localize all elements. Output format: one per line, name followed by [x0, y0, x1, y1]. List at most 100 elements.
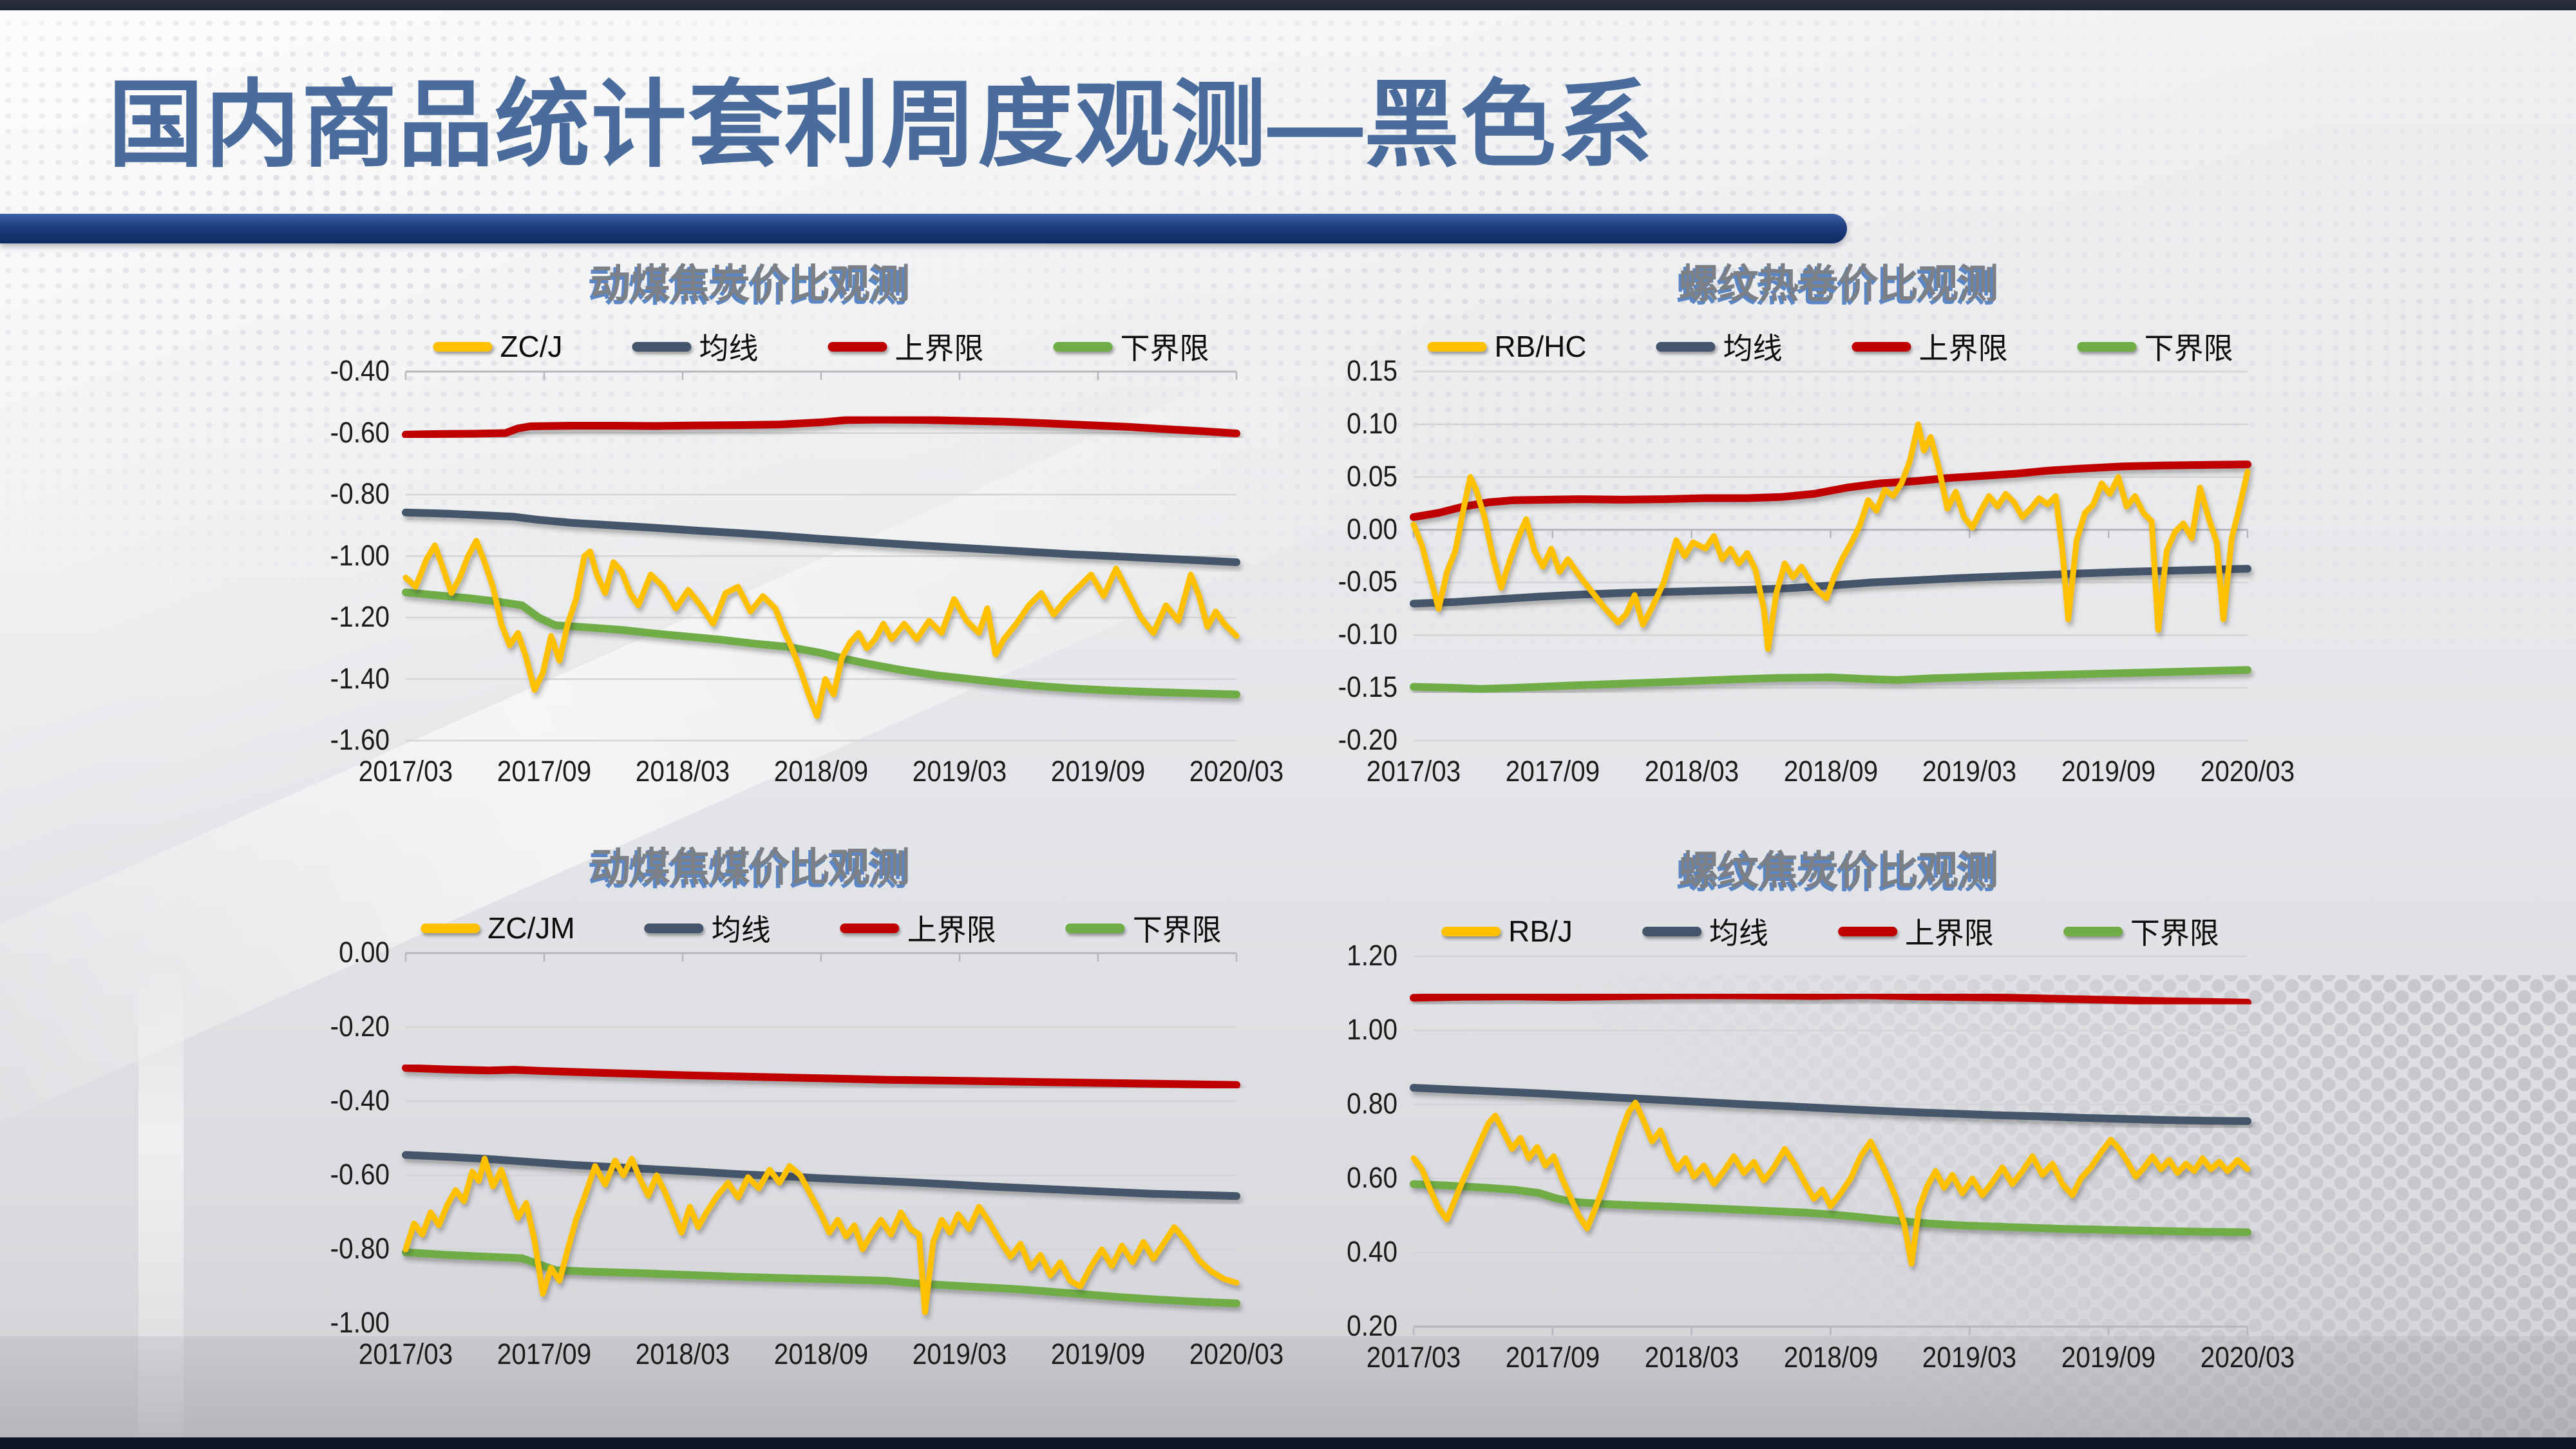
x-tick-label: 2017/03	[358, 755, 453, 788]
y-tick-label: -0.15	[1338, 670, 1397, 704]
x-tick-label: 2019/03	[912, 1338, 1007, 1370]
legend-label: RB/J	[1508, 914, 1573, 948]
legend-item: RB/J	[1441, 914, 1573, 949]
legend-item: 上界限	[1837, 910, 1994, 952]
legend-swatch-upper	[840, 923, 900, 933]
series-line-lower	[1410, 666, 2251, 693]
legend-swatch-series	[433, 341, 493, 352]
series-line-series	[402, 538, 1240, 719]
legend-label: ZC/J	[500, 330, 563, 363]
x-tick-label: 2019/03	[1922, 1341, 2017, 1374]
legend-swatch-series	[421, 923, 480, 933]
chart-title: 螺纹焦炭价比观测	[1678, 849, 1999, 893]
legend-label: 上界限	[907, 913, 996, 947]
x-tick-label: 2019/09	[1050, 755, 1146, 788]
y-tick-label: 0.80	[1347, 1087, 1397, 1120]
series-line-lower	[402, 588, 1240, 699]
y-tick-label: -1.00	[330, 538, 390, 572]
legend-item: 下界限	[2063, 910, 2219, 952]
legend-swatch-mean	[632, 341, 692, 352]
series-line-series	[1410, 1099, 2251, 1267]
y-tick-label: 0.40	[1347, 1235, 1397, 1268]
legend-swatch-series	[1427, 341, 1487, 352]
bottom-accent-bar	[0, 1437, 2576, 1449]
legend-item: 均线	[632, 325, 759, 368]
legend-item: 均线	[1642, 910, 1768, 952]
chart-plot-area: -0.40 -0.60 -0.80 -1.00 -1.20 -1.40 -1.60 2017/…	[330, 354, 1284, 788]
y-tick-label: -1.40	[330, 661, 390, 695]
plot-svg	[402, 370, 1240, 742]
legend-item: ZC/JM	[421, 911, 575, 945]
legend-label: 均线	[1723, 332, 1783, 365]
y-tick-label: 0.00	[339, 936, 390, 969]
y-tick-label: 1.00	[1347, 1013, 1397, 1046]
plot-svg	[1410, 955, 2251, 1335]
x-tick-label: 2017/09	[497, 755, 592, 788]
legend-swatch-lower	[1053, 341, 1113, 352]
legend-label: 下界限	[2144, 332, 2233, 365]
x-tick-label: 2018/03	[635, 755, 730, 788]
legend-label: 下界限	[2130, 916, 2219, 950]
legend-item: 下界限	[1065, 907, 1222, 949]
legend-swatch-upper	[828, 341, 887, 352]
y-tick-label: 0.15	[1347, 354, 1397, 387]
x-tick-label: 2019/09	[2061, 1341, 2156, 1374]
top-accent-bar	[0, 0, 2576, 10]
legend-swatch-lower	[1065, 923, 1125, 933]
legend-swatch-series	[1441, 926, 1501, 936]
y-tick-label: -0.10	[1338, 618, 1397, 651]
legend-item: 上界限	[828, 325, 984, 368]
x-tick-label: 2020/03	[1189, 1338, 1284, 1370]
legend-label: 均线	[1709, 916, 1768, 950]
chart-title: 动煤焦煤价比观测	[590, 846, 911, 890]
title-underline-band	[0, 214, 1847, 243]
series-line-lower	[1410, 1180, 2251, 1236]
y-tick-label: -0.20	[330, 1010, 390, 1043]
y-tick-label: 1.20	[1347, 939, 1397, 972]
legend-swatch-upper	[1837, 926, 1897, 936]
y-tick-label: 0.20	[1347, 1309, 1397, 1342]
series-line-mean	[1410, 1084, 2251, 1125]
legend-item: 均线	[644, 907, 771, 949]
x-tick-label: 2018/09	[773, 1338, 869, 1370]
x-tick-label: 2018/09	[1783, 755, 1878, 788]
x-tick-label: 2018/09	[773, 755, 869, 788]
x-tick-label: 2018/03	[635, 1338, 730, 1370]
series-line-upper	[402, 1064, 1240, 1089]
plot-svg	[1410, 370, 2251, 742]
chart-legend: ZC/J 均线 上界限 下界限	[433, 325, 1209, 368]
plot-svg	[402, 952, 1240, 1325]
legend-label: 下界限	[1120, 332, 1209, 365]
y-tick-label: 0.05	[1347, 459, 1397, 493]
chart-plot-area: 1.20 1.00 0.80 0.60 0.40 0.20 2017/03 2017/09 20…	[1347, 939, 2295, 1374]
y-tick-label: -0.05	[1338, 565, 1397, 598]
y-tick-label: -0.40	[330, 354, 390, 387]
legend-swatch-lower	[2063, 926, 2123, 936]
x-tick-label: 2018/09	[1783, 1341, 1878, 1374]
legend-item: 上界限	[1852, 325, 2008, 368]
legend-label: ZC/JM	[488, 911, 575, 945]
y-tick-label: -1.20	[330, 600, 390, 633]
legend-label: 上界限	[1918, 332, 2008, 365]
x-tick-label: 2017/09	[497, 1338, 592, 1370]
legend-label: 均线	[711, 913, 771, 947]
x-tick-label: 2018/03	[1644, 1341, 1739, 1374]
skyline-highlight	[138, 966, 184, 1443]
y-tick-label: -0.40	[330, 1084, 390, 1117]
legend-label: 上界限	[1904, 916, 1994, 950]
series-line-upper	[1410, 460, 2251, 521]
legend-item: 均线	[1656, 325, 1783, 368]
chart-title: 动煤焦炭价比观测	[590, 262, 911, 307]
x-tick-label: 2017/03	[1366, 755, 1461, 788]
x-tick-label: 2017/09	[1505, 1341, 1600, 1374]
series-line-series	[402, 1155, 1240, 1316]
legend-swatch-lower	[2077, 341, 2137, 352]
x-tick-label: 2018/03	[1644, 755, 1739, 788]
chart-plot-area: 0.15 0.10 0.05 0.00 -0.05 -0.10 -0.15 -0.20 2017…	[1338, 354, 2295, 788]
legend-label: 上界限	[895, 332, 984, 365]
x-tick-label: 2017/03	[358, 1338, 453, 1370]
x-tick-label: 2019/03	[1922, 755, 2017, 788]
series-line-mean	[402, 1151, 1240, 1200]
x-tick-label: 2020/03	[2200, 1341, 2295, 1374]
